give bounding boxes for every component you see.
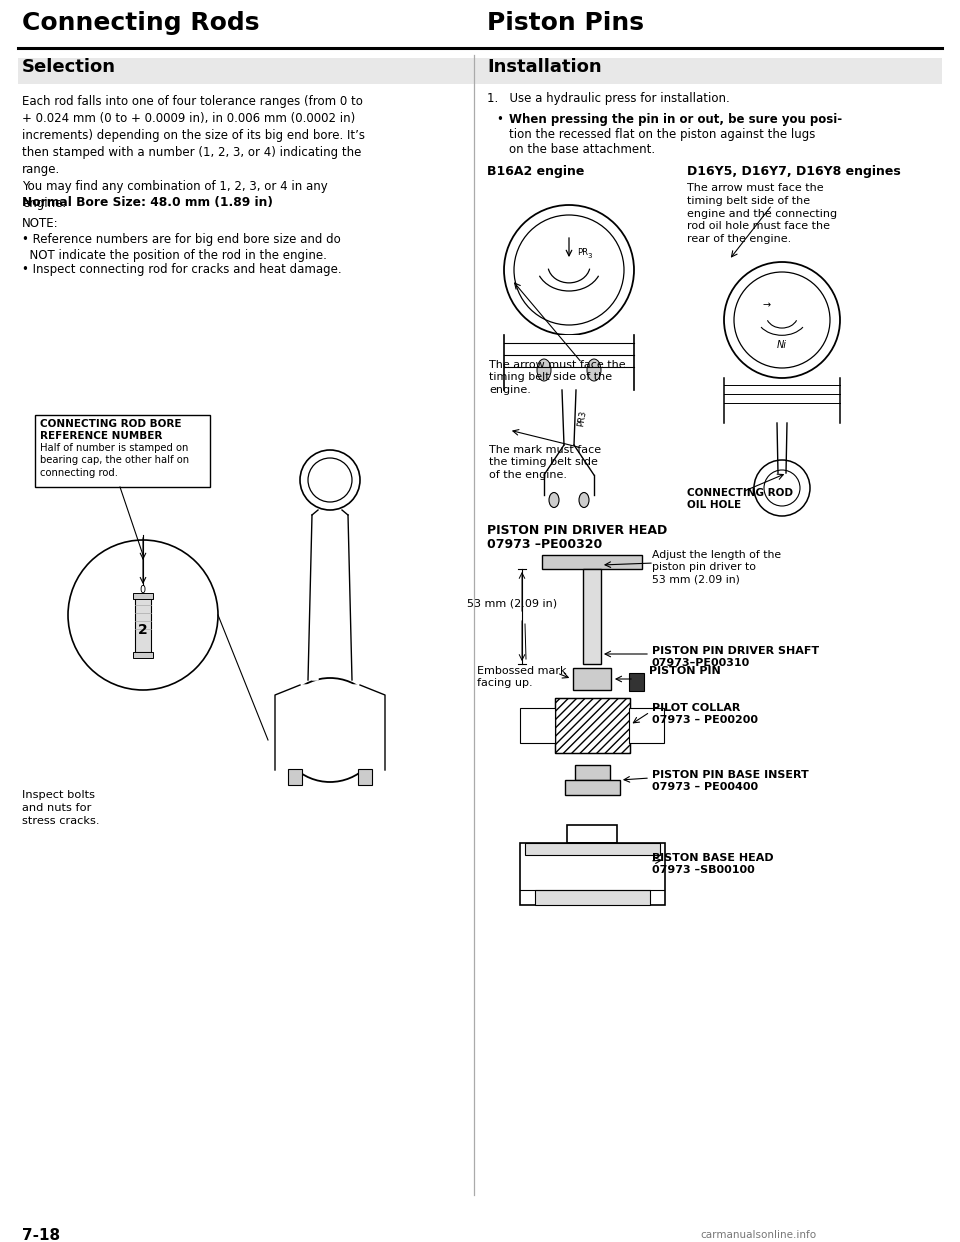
- Text: Piston Pins: Piston Pins: [487, 11, 644, 35]
- Text: tion the recessed flat on the piston against the lugs: tion the recessed flat on the piston aga…: [509, 128, 815, 142]
- Text: Embossed mark
facing up.: Embossed mark facing up.: [477, 666, 566, 688]
- Text: CONNECTING ROD BORE
REFERENCE NUMBER: CONNECTING ROD BORE REFERENCE NUMBER: [40, 419, 181, 441]
- Text: When pressing the pin in or out, be sure you posi-: When pressing the pin in or out, be sure…: [509, 113, 842, 125]
- Ellipse shape: [579, 493, 589, 508]
- Text: Each rod falls into one of four tolerance ranges (from 0 to
+ 0.024 mm (0 to + 0: Each rod falls into one of four toleranc…: [22, 94, 365, 210]
- Circle shape: [724, 262, 840, 378]
- Text: Inspect bolts
and nuts for
stress cracks.: Inspect bolts and nuts for stress cracks…: [22, 790, 100, 826]
- Bar: [18, 58, 474, 84]
- Text: 07973 –SB00100: 07973 –SB00100: [652, 864, 755, 876]
- Text: 07973–PE00310: 07973–PE00310: [652, 658, 751, 668]
- Polygon shape: [312, 510, 318, 681]
- Circle shape: [504, 205, 634, 335]
- Bar: [288, 769, 302, 785]
- Text: PISTON PIN: PISTON PIN: [649, 666, 721, 676]
- Text: Normal Bore Size: 48.0 mm (1.89 in): Normal Bore Size: 48.0 mm (1.89 in): [22, 196, 273, 209]
- Text: 3: 3: [587, 253, 591, 260]
- Bar: [629, 708, 664, 743]
- Text: PR: PR: [577, 248, 588, 257]
- Text: Half of number is stamped on
bearing cap, the other half on
connecting rod.: Half of number is stamped on bearing cap…: [40, 443, 189, 478]
- Text: PISTON PIN BASE INSERT: PISTON PIN BASE INSERT: [652, 770, 808, 780]
- Text: D16Y5, D16Y7, D16Y8 engines: D16Y5, D16Y7, D16Y8 engines: [687, 165, 900, 178]
- Bar: [565, 780, 620, 795]
- Text: The arrow must face the
timing belt side of the
engine and the connecting
rod oi: The arrow must face the timing belt side…: [687, 183, 837, 245]
- Text: PISTON PIN DRIVER HEAD: PISTON PIN DRIVER HEAD: [487, 524, 667, 537]
- Text: CONNECTING ROD
OIL HOLE: CONNECTING ROD OIL HOLE: [687, 488, 793, 509]
- Text: PILOT COLLAR: PILOT COLLAR: [652, 703, 740, 713]
- Text: PISTON PIN DRIVER SHAFT: PISTON PIN DRIVER SHAFT: [652, 646, 819, 656]
- Text: The mark must face
the timing belt side
of the engine.: The mark must face the timing belt side …: [489, 445, 601, 479]
- Bar: [525, 843, 660, 854]
- Circle shape: [68, 540, 218, 691]
- Bar: [575, 765, 610, 780]
- Bar: [135, 597, 151, 652]
- Ellipse shape: [587, 359, 601, 381]
- Circle shape: [754, 460, 810, 515]
- Text: • Inspect connecting rod for cracks and heat damage.: • Inspect connecting rod for cracks and …: [22, 263, 342, 276]
- Text: • Reference numbers are for big end bore size and do
  NOT indicate the position: • Reference numbers are for big end bore…: [22, 233, 341, 262]
- Bar: [520, 708, 555, 743]
- Bar: [133, 652, 153, 658]
- Polygon shape: [504, 335, 634, 390]
- Bar: [567, 825, 617, 843]
- Text: carmanualsonline.info: carmanualsonline.info: [700, 1230, 816, 1240]
- Text: PISTON BASE HEAD: PISTON BASE HEAD: [652, 853, 774, 863]
- Circle shape: [278, 678, 382, 782]
- Text: 07973 –PE00320: 07973 –PE00320: [487, 538, 602, 551]
- Text: 0: 0: [139, 585, 145, 595]
- Text: NOTE:: NOTE:: [22, 217, 59, 230]
- Bar: [520, 843, 665, 905]
- Text: The arrow must face the
timing belt side of the
engine.: The arrow must face the timing belt side…: [489, 360, 626, 395]
- Text: B16A2 engine: B16A2 engine: [487, 165, 585, 178]
- Text: Selection: Selection: [22, 58, 116, 76]
- Bar: [583, 569, 601, 664]
- Circle shape: [300, 450, 360, 510]
- Text: 07973 – PE00200: 07973 – PE00200: [652, 715, 758, 725]
- Bar: [35, 415, 210, 487]
- Text: →: →: [763, 301, 771, 310]
- Bar: [573, 668, 611, 691]
- Text: 2: 2: [138, 623, 148, 637]
- Text: •: •: [497, 113, 508, 125]
- Text: 07973 – PE00400: 07973 – PE00400: [652, 782, 758, 792]
- Text: Ni: Ni: [777, 340, 787, 350]
- Bar: [555, 698, 630, 753]
- Bar: [555, 698, 630, 753]
- Text: 1.   Use a hydraulic press for installation.: 1. Use a hydraulic press for installatio…: [487, 92, 730, 106]
- Ellipse shape: [549, 493, 559, 508]
- Text: PR3: PR3: [576, 410, 588, 427]
- Bar: [535, 891, 650, 905]
- Text: Connecting Rods: Connecting Rods: [22, 11, 259, 35]
- Bar: [358, 769, 372, 785]
- Bar: [133, 592, 153, 599]
- Ellipse shape: [537, 359, 551, 381]
- Text: on the base attachment.: on the base attachment.: [509, 143, 655, 156]
- Bar: [542, 555, 642, 569]
- Text: Installation: Installation: [487, 58, 602, 76]
- Text: 53 mm (2.09 in): 53 mm (2.09 in): [467, 599, 557, 609]
- Polygon shape: [275, 686, 385, 770]
- Bar: [629, 673, 644, 691]
- Bar: [474, 58, 942, 84]
- Text: 7-18: 7-18: [22, 1228, 60, 1242]
- Text: Adjust the length of the
piston pin driver to
53 mm (2.09 in): Adjust the length of the piston pin driv…: [652, 550, 781, 585]
